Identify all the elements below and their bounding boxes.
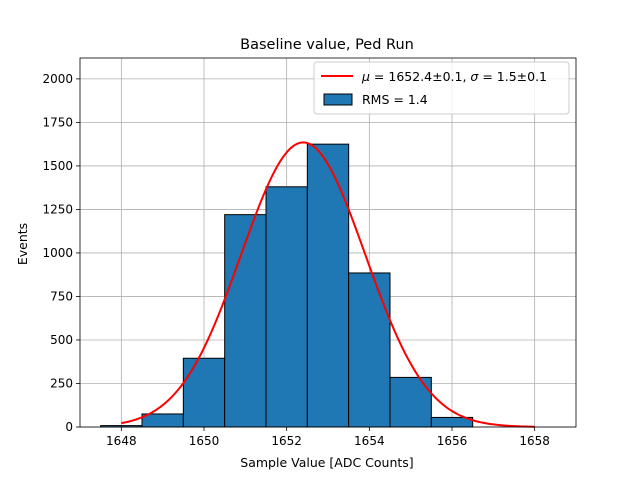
chart-title: Baseline value, Ped Run xyxy=(240,37,414,53)
legend-sigma-symbol: σ xyxy=(470,69,479,84)
y-tick-label: 1500 xyxy=(42,159,73,173)
gaussian-fit-curve xyxy=(121,141,535,428)
y-tick-label: 1750 xyxy=(42,115,73,129)
legend: μ = 1652.4±0.1, σ = 1.5±0.1 RMS = 1.4 xyxy=(313,61,570,115)
y-tick-label: 250 xyxy=(50,376,73,390)
legend-mu-symbol: μ xyxy=(361,69,370,84)
y-axis-label: Events xyxy=(15,223,30,265)
y-axis-ticks: 0 250 500 750 1000 1250 1500 1750 2000 xyxy=(42,72,80,434)
legend-sigma-text: = 1.5±0.1 xyxy=(478,69,547,84)
y-tick-label: 1000 xyxy=(42,246,73,260)
y-tick-label: 0 xyxy=(65,420,73,434)
x-tick-label: 1654 xyxy=(354,434,385,448)
legend-hist-swatch xyxy=(323,93,353,106)
y-tick-label: 500 xyxy=(50,333,73,347)
legend-mu-text: = 1652.4±0.1, xyxy=(370,69,470,84)
y-tick-label: 2000 xyxy=(42,72,73,86)
histogram-bar xyxy=(348,272,391,428)
x-tick-label: 1656 xyxy=(437,434,468,448)
histogram-bar xyxy=(141,413,184,428)
x-axis-label: Sample Value [ADC Counts] xyxy=(240,455,413,470)
x-tick-label: 1650 xyxy=(189,434,220,448)
x-axis-ticks: 1648 1650 1652 1654 1656 1658 xyxy=(106,427,550,448)
histogram-bar xyxy=(224,214,267,428)
y-tick-label: 1250 xyxy=(42,202,73,216)
legend-hist-label: RMS = 1.4 xyxy=(362,92,428,107)
x-tick-label: 1658 xyxy=(519,434,550,448)
legend-box xyxy=(313,61,570,115)
histogram-bar xyxy=(306,143,350,428)
y-tick-label: 750 xyxy=(50,289,73,303)
axes-frame xyxy=(79,57,577,428)
x-tick-label: 1652 xyxy=(271,434,302,448)
legend-fit-label: μ = 1652.4±0.1, σ = 1.5±0.1 xyxy=(361,69,547,84)
histogram-bar xyxy=(265,186,308,428)
histogram-bar xyxy=(182,357,226,428)
x-tick-label: 1648 xyxy=(106,434,137,448)
